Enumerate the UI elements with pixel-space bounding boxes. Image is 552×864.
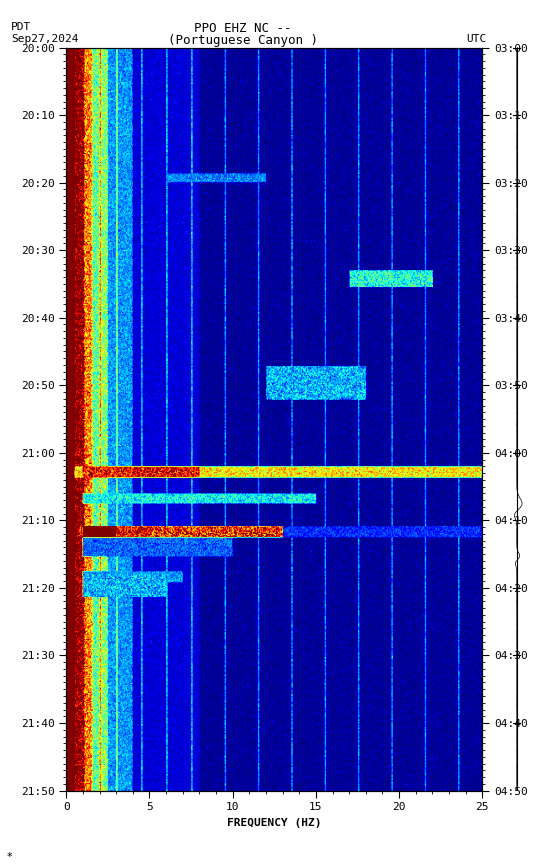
Text: Sep27,2024: Sep27,2024 — [11, 34, 78, 44]
X-axis label: FREQUENCY (HZ): FREQUENCY (HZ) — [227, 818, 321, 828]
Text: $*$: $*$ — [6, 849, 13, 860]
Text: PDT: PDT — [11, 22, 31, 32]
Text: (Portuguese Canyon ): (Portuguese Canyon ) — [168, 34, 318, 47]
Text: UTC: UTC — [466, 34, 487, 44]
Text: PPO EHZ NC --: PPO EHZ NC -- — [194, 22, 291, 35]
